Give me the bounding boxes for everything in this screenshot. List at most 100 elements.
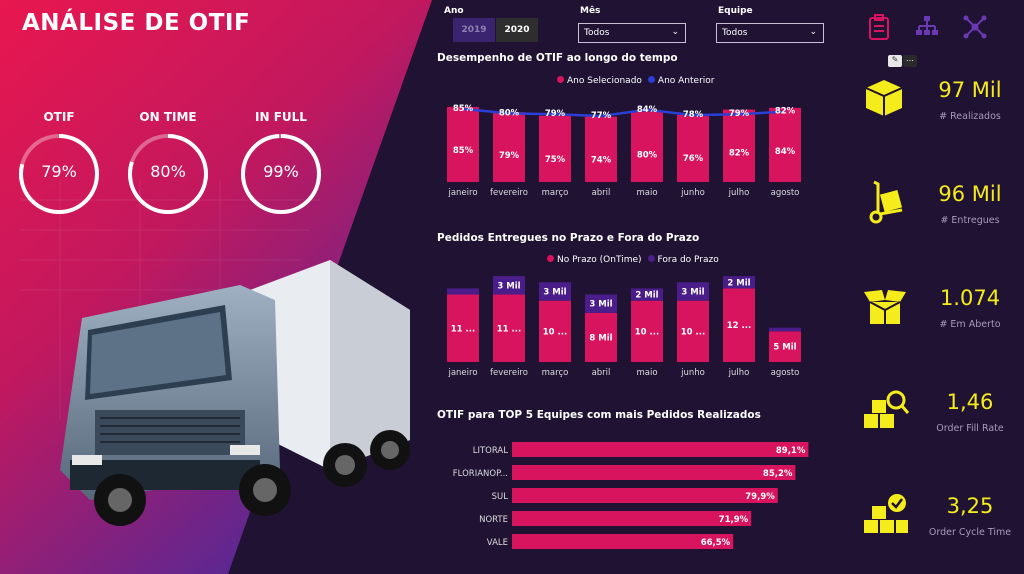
legend-item[interactable]: Fora do Prazo — [647, 255, 719, 265]
hierarchy-icon[interactable] — [914, 14, 940, 38]
legend-item[interactable]: Ano Anterior — [647, 76, 715, 86]
bar-data-label: 3 Mil — [543, 287, 566, 297]
bar-data-label: 2 Mil — [727, 278, 750, 288]
bar-fora-do-prazo[interactable] — [769, 327, 801, 332]
x-tick-label: fevereiro — [490, 368, 528, 378]
bar-ano-selecionado[interactable] — [677, 114, 709, 182]
bar-ano-selecionado[interactable] — [493, 112, 525, 182]
gauge-value: 79% — [41, 162, 77, 181]
bar-fora-do-prazo[interactable] — [493, 276, 525, 295]
x-tick-label: agosto — [771, 188, 800, 198]
bar-team-otif[interactable] — [512, 511, 752, 526]
gauge-value: 99% — [263, 162, 299, 181]
y-tick-label: FLORIANOP... — [453, 469, 508, 479]
in-full-gauge: IN FULL 99% — [236, 110, 326, 216]
bar-data-label: 11 ... — [451, 324, 475, 334]
bar-fora-do-prazo[interactable] — [539, 282, 571, 301]
kpi-order-cycle-time: 3,25 Order Cycle Time — [860, 492, 1020, 542]
legend-label: Fora do Prazo — [657, 255, 719, 265]
bar-data-label: 2 Mil — [635, 291, 658, 301]
bar-team-otif[interactable] — [512, 465, 796, 480]
bar-no-prazo[interactable] — [769, 331, 801, 362]
kpi-realizados: 97 Mil # Realizados — [860, 76, 1020, 126]
truck-illustration — [60, 260, 410, 526]
bar-ano-selecionado[interactable] — [769, 107, 801, 182]
x-tick-label: agosto — [771, 368, 800, 378]
boxes-check-icon — [864, 494, 908, 533]
bar-fora-do-prazo[interactable] — [677, 282, 709, 301]
legend-label: Ano Selecionado — [567, 76, 642, 86]
line-data-label: 85% — [453, 104, 474, 114]
bar-no-prazo[interactable] — [723, 288, 755, 362]
bar-ano-selecionado[interactable] — [631, 111, 663, 182]
bar-team-otif[interactable] — [512, 442, 809, 457]
bar-data-label: 76% — [683, 154, 704, 164]
bar-ano-selecionado[interactable] — [539, 115, 571, 182]
line-ano-anterior[interactable] — [462, 107, 786, 118]
clipboard-icon[interactable] — [868, 14, 890, 40]
bar-fora-do-prazo[interactable] — [585, 294, 617, 313]
year-button-2020[interactable]: 2020 — [496, 18, 538, 42]
pin-icon[interactable]: ✎ — [888, 55, 902, 67]
bar-data-label: 5 Mil — [773, 343, 796, 353]
bar-team-otif[interactable] — [512, 534, 734, 549]
bar-no-prazo[interactable] — [585, 312, 617, 362]
legend-item[interactable]: No Prazo (OnTime) — [547, 255, 642, 265]
bar-data-label: 85% — [453, 146, 474, 156]
bar-ano-selecionado[interactable] — [585, 116, 617, 182]
kpi-entregues: 96 Mil # Entregues — [860, 180, 1020, 230]
x-tick-label: julho — [728, 368, 750, 378]
mes-dropdown-value: Todos — [584, 28, 610, 38]
network-icon[interactable] — [962, 14, 988, 40]
y-tick-label: LITORAL — [473, 446, 509, 456]
kpi-value: 96 Mil — [938, 182, 1002, 206]
y-tick-label: VALE — [487, 538, 508, 548]
kpi-caption: # Entregues — [940, 215, 1000, 226]
bar-data-label: 85,2% — [763, 469, 793, 479]
x-tick-label: maio — [636, 368, 657, 378]
chart2-legend: No Prazo (OnTime) Fora do Prazo — [547, 255, 719, 265]
bar-data-label: 66,5% — [701, 538, 731, 548]
chevron-down-icon: ⌄ — [809, 27, 817, 37]
mes-dropdown[interactable]: Todos ⌄ — [578, 23, 686, 43]
kpi-value: 1,46 — [946, 390, 994, 414]
x-tick-label: fevereiro — [490, 188, 528, 198]
bar-ano-selecionado[interactable] — [723, 109, 755, 182]
x-tick-label: maio — [636, 188, 657, 198]
ano-label: Ano — [444, 6, 464, 16]
bar-no-prazo[interactable] — [539, 300, 571, 362]
bar-no-prazo[interactable] — [493, 294, 525, 362]
bar-data-label: 75% — [545, 155, 566, 165]
bar-fora-do-prazo[interactable] — [631, 288, 663, 301]
bar-data-label: 79% — [499, 151, 520, 161]
bar-no-prazo[interactable] — [631, 300, 663, 362]
bar-no-prazo[interactable] — [677, 300, 709, 362]
chart1-legend: Ano Selecionado Ano Anterior — [557, 76, 714, 86]
bar-data-label: 3 Mil — [497, 281, 520, 291]
bar-no-prazo[interactable] — [447, 294, 479, 362]
bar-data-label: 10 ... — [681, 327, 705, 337]
more-options-icon[interactable]: … — [903, 55, 917, 67]
bar-data-label: 10 ... — [635, 327, 659, 337]
year-button-2019[interactable]: 2019 — [453, 18, 495, 42]
bar-fora-do-prazo[interactable] — [723, 276, 755, 289]
open-box-icon — [864, 290, 906, 324]
mes-label: Mês — [580, 6, 601, 16]
bar-team-otif[interactable] — [512, 488, 778, 503]
gauge-label: OTIF — [43, 110, 75, 124]
bar-fora-do-prazo[interactable] — [447, 288, 479, 295]
bar-data-label: 74% — [591, 156, 612, 166]
line-data-label: 84% — [637, 105, 658, 115]
kpi-value: 3,25 — [946, 494, 994, 518]
line-data-label: 79% — [729, 109, 750, 119]
bar-ano-selecionado[interactable] — [447, 106, 479, 182]
equipe-dropdown[interactable]: Todos ⌄ — [716, 23, 824, 43]
x-tick-label: março — [542, 368, 569, 378]
chart2-title: Pedidos Entregues no Prazo e Fora do Pra… — [437, 232, 700, 244]
bar-data-label: 3 Mil — [681, 287, 704, 297]
legend-item[interactable]: Ano Selecionado — [557, 76, 642, 86]
kpi-caption: Order Cycle Time — [928, 527, 1012, 538]
x-tick-label: janeiro — [447, 368, 477, 378]
legend-label: Ano Anterior — [657, 76, 715, 86]
gauge-label: ON TIME — [139, 110, 197, 124]
